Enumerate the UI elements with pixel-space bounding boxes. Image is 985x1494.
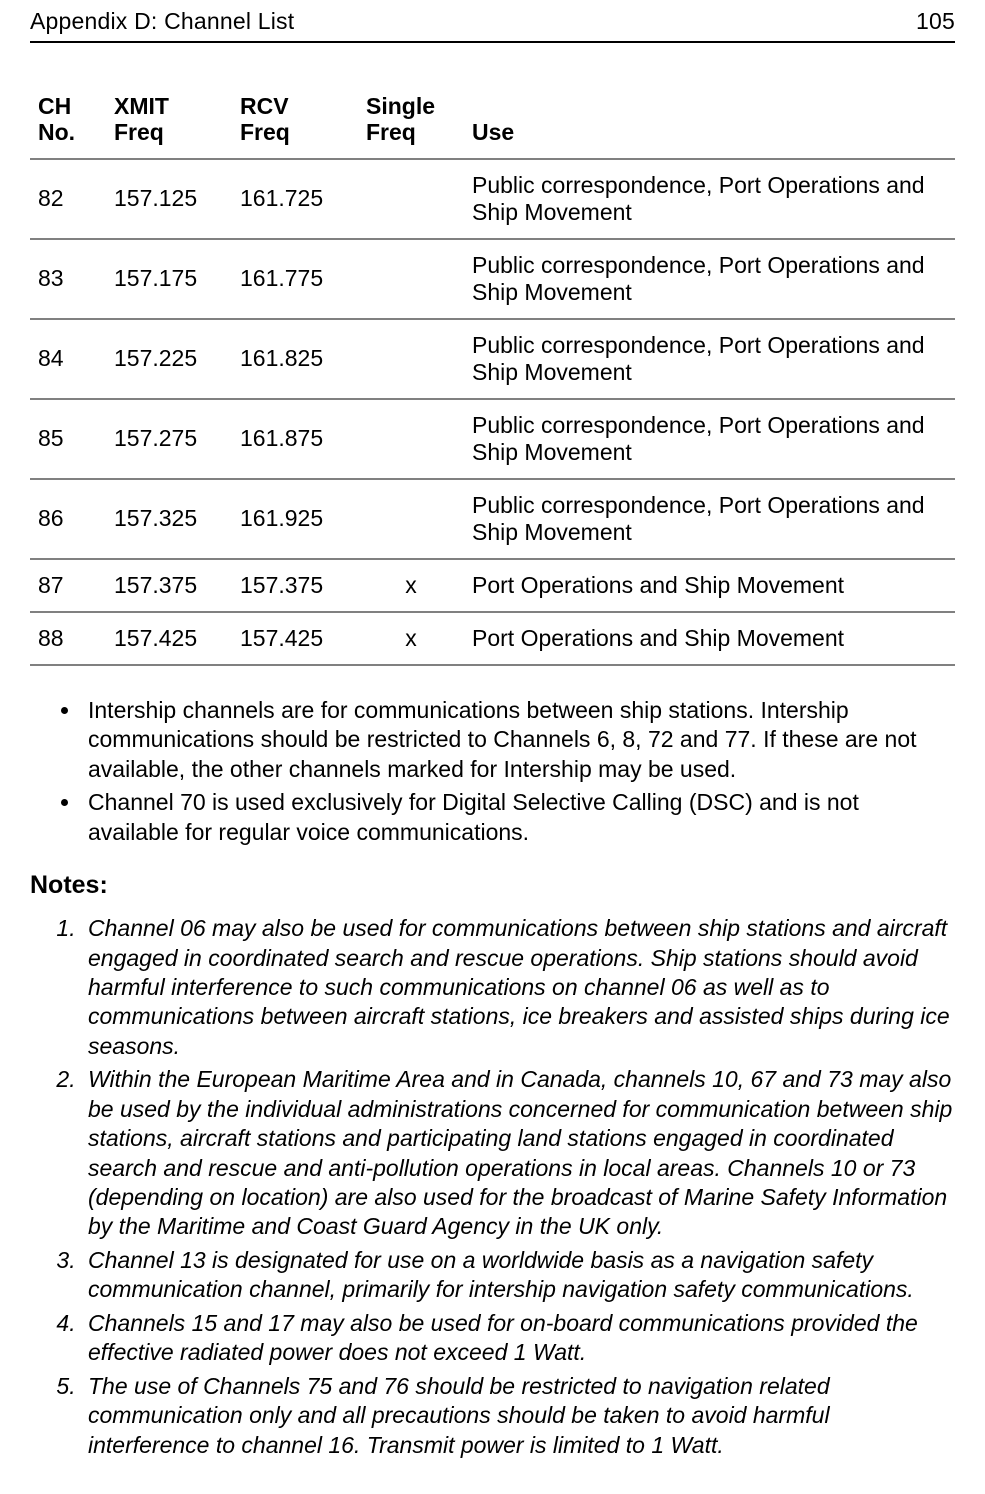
note-item: Channels 15 and 17 may also be used for … xyxy=(82,1309,955,1368)
col-header-rcv: RCV Freq xyxy=(232,83,358,159)
col-header-xmit-line1: XMIT xyxy=(114,93,169,119)
col-header-rcv-line2: Freq xyxy=(240,119,290,145)
cell-rcv: 161.925 xyxy=(232,479,358,559)
cell-ch: 87 xyxy=(30,559,106,612)
cell-rcv: 161.875 xyxy=(232,399,358,479)
col-header-ch-line1: CH xyxy=(38,93,71,119)
cell-ch: 83 xyxy=(30,239,106,319)
cell-use: Port Operations and Ship Movement xyxy=(464,559,955,612)
cell-rcv: 161.825 xyxy=(232,319,358,399)
table-row: 84 157.225 161.825 Public correspondence… xyxy=(30,319,955,399)
running-header: Appendix D: Channel List 105 xyxy=(30,0,955,43)
cell-use: Public correspondence, Port Operations a… xyxy=(464,399,955,479)
col-header-ch-line2: No. xyxy=(38,119,75,145)
cell-single: x xyxy=(358,559,464,612)
channel-table: CH No. XMIT Freq RCV Freq Single Freq Us… xyxy=(30,83,955,666)
col-header-use-line1: Use xyxy=(472,119,514,145)
col-header-single: Single Freq xyxy=(358,83,464,159)
header-title: Appendix D: Channel List xyxy=(30,8,294,35)
cell-ch: 86 xyxy=(30,479,106,559)
col-header-ch: CH No. xyxy=(30,83,106,159)
bullet-list: Intership channels are for communication… xyxy=(30,696,955,847)
col-header-xmit: XMIT Freq xyxy=(106,83,232,159)
note-item: Within the European Maritime Area and in… xyxy=(82,1065,955,1242)
cell-xmit: 157.275 xyxy=(106,399,232,479)
cell-ch: 82 xyxy=(30,159,106,239)
cell-use: Port Operations and Ship Movement xyxy=(464,612,955,665)
note-item: Channel 13 is designated for use on a wo… xyxy=(82,1246,955,1305)
col-header-single-line2: Freq xyxy=(366,119,416,145)
col-header-rcv-line1: RCV xyxy=(240,93,289,119)
notes-list: Channel 06 may also be used for communic… xyxy=(30,914,955,1460)
cell-single xyxy=(358,159,464,239)
table-header-row: CH No. XMIT Freq RCV Freq Single Freq Us… xyxy=(30,83,955,159)
cell-rcv: 161.775 xyxy=(232,239,358,319)
table-row: 87 157.375 157.375 x Port Operations and… xyxy=(30,559,955,612)
cell-xmit: 157.375 xyxy=(106,559,232,612)
table-row: 85 157.275 161.875 Public correspondence… xyxy=(30,399,955,479)
cell-ch: 85 xyxy=(30,399,106,479)
cell-use: Public correspondence, Port Operations a… xyxy=(464,159,955,239)
table-row: 88 157.425 157.425 x Port Operations and… xyxy=(30,612,955,665)
table-body: 82 157.125 161.725 Public correspondence… xyxy=(30,159,955,665)
note-item: Channel 06 may also be used for communic… xyxy=(82,914,955,1061)
cell-xmit: 157.225 xyxy=(106,319,232,399)
cell-single: x xyxy=(358,612,464,665)
notes-heading: Notes: xyxy=(30,871,955,900)
cell-xmit: 157.325 xyxy=(106,479,232,559)
bullet-item: Intership channels are for communication… xyxy=(82,696,955,784)
table-row: 82 157.125 161.725 Public correspondence… xyxy=(30,159,955,239)
col-header-xmit-line2: Freq xyxy=(114,119,164,145)
cell-single xyxy=(358,319,464,399)
cell-ch: 88 xyxy=(30,612,106,665)
cell-single xyxy=(358,399,464,479)
cell-rcv: 157.425 xyxy=(232,612,358,665)
cell-xmit: 157.425 xyxy=(106,612,232,665)
cell-use: Public correspondence, Port Operations a… xyxy=(464,319,955,399)
cell-single xyxy=(358,239,464,319)
cell-rcv: 157.375 xyxy=(232,559,358,612)
bullet-item: Channel 70 is used exclusively for Digit… xyxy=(82,788,955,847)
cell-ch: 84 xyxy=(30,319,106,399)
cell-single xyxy=(358,479,464,559)
cell-use: Public correspondence, Port Operations a… xyxy=(464,479,955,559)
cell-rcv: 161.725 xyxy=(232,159,358,239)
table-row: 83 157.175 161.775 Public correspondence… xyxy=(30,239,955,319)
page: Appendix D: Channel List 105 CH No. XMIT… xyxy=(0,0,985,1494)
cell-xmit: 157.125 xyxy=(106,159,232,239)
note-item: The use of Channels 75 and 76 should be … xyxy=(82,1372,955,1460)
cell-xmit: 157.175 xyxy=(106,239,232,319)
table-row: 86 157.325 161.925 Public correspondence… xyxy=(30,479,955,559)
col-header-single-line1: Single xyxy=(366,93,435,119)
header-page-number: 105 xyxy=(916,8,955,35)
cell-use: Public correspondence, Port Operations a… xyxy=(464,239,955,319)
col-header-use: Use xyxy=(464,83,955,159)
